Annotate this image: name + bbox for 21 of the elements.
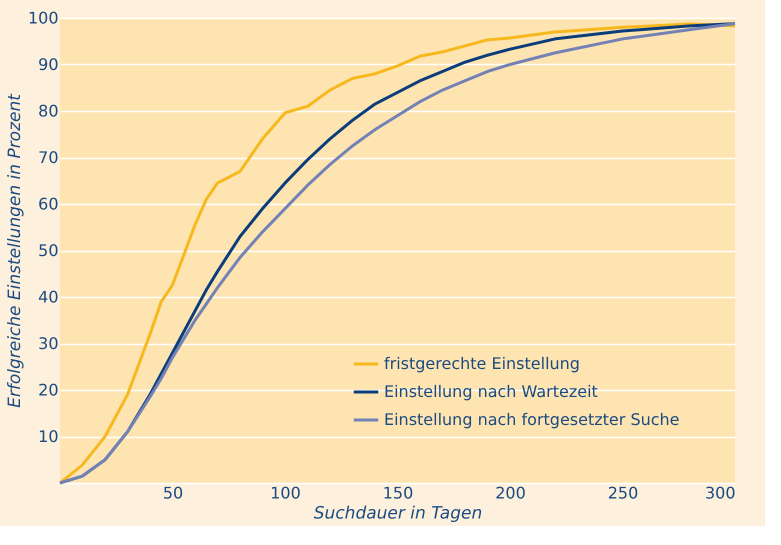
y-tick-label: 20 [38,380,58,400]
y-tick-label: 70 [38,148,58,167]
legend-label: fristgerechte Einstellung [384,354,580,373]
legend-label: Einstellung nach fortgesetzter Suche [384,410,680,429]
y-tick-label: 100 [28,8,58,28]
x-tick-label: 300 [704,484,736,502]
y-axis-title: Erfolgreiche Einstellungen in Prozent [4,92,25,408]
x-tick-label: 50 [162,484,184,502]
x-tick-label: 200 [495,484,526,502]
y-tick-label: 10 [38,427,58,446]
y-tick-label: 40 [38,288,58,306]
y-tick-label: 90 [38,55,58,74]
y-tick-label: 30 [38,334,58,353]
y-tick-label: 80 [38,102,58,120]
legend-label: Einstellung nach Wartezeit [384,382,598,401]
x-tick-label: 100 [270,484,301,502]
x-tick-label: 150 [382,484,414,502]
x-axis-title: Suchdauer in Tagen [314,504,482,524]
y-tick-label: 50 [38,241,58,260]
x-tick-label: 250 [608,484,638,502]
y-tick-label: 60 [38,194,58,214]
